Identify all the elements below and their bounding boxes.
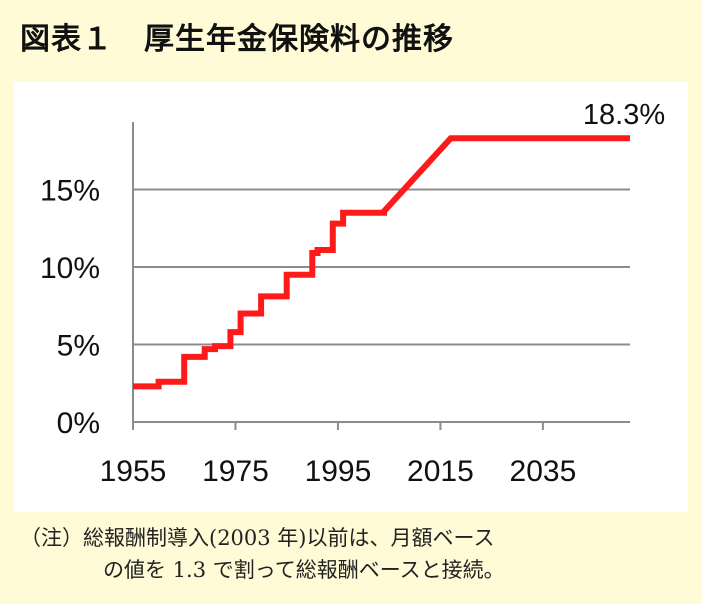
end-value-label: 18.3% <box>583 99 665 131</box>
note-line-1: 総報酬制導入(2003 年)以前は、月額ベース <box>83 526 495 550</box>
y-tick-labels: 0% 5% 10% 15% <box>40 175 100 441</box>
x-tick-label: 2035 <box>510 455 577 488</box>
y-tick-label: 0% <box>57 407 100 440</box>
series-layer <box>133 135 630 390</box>
note-label: （注） <box>20 526 83 550</box>
y-tick-label: 15% <box>40 175 100 208</box>
chart-title: 図表１ 厚生年金保険料の推移 <box>20 22 454 57</box>
footnote: （注）総報酬制導入(2003 年)以前は、月額ベース の値を 1.3 で割って総… <box>20 522 505 586</box>
y-tick-label: 10% <box>40 252 100 285</box>
axes <box>132 122 630 430</box>
note-line-2: の値を 1.3 で割って総報酬ベースと接続。 <box>103 558 505 582</box>
x-tick-label: 1995 <box>305 455 372 488</box>
x-tick-label: 2015 <box>407 455 474 488</box>
x-tick-label: 1975 <box>202 455 269 488</box>
y-tick-label: 5% <box>57 330 100 363</box>
series-line <box>133 135 630 390</box>
x-tick-label: 1955 <box>100 455 167 488</box>
plot-panel <box>14 82 688 512</box>
x-tick-labels: 1955 1975 1995 2015 2035 <box>100 455 577 488</box>
